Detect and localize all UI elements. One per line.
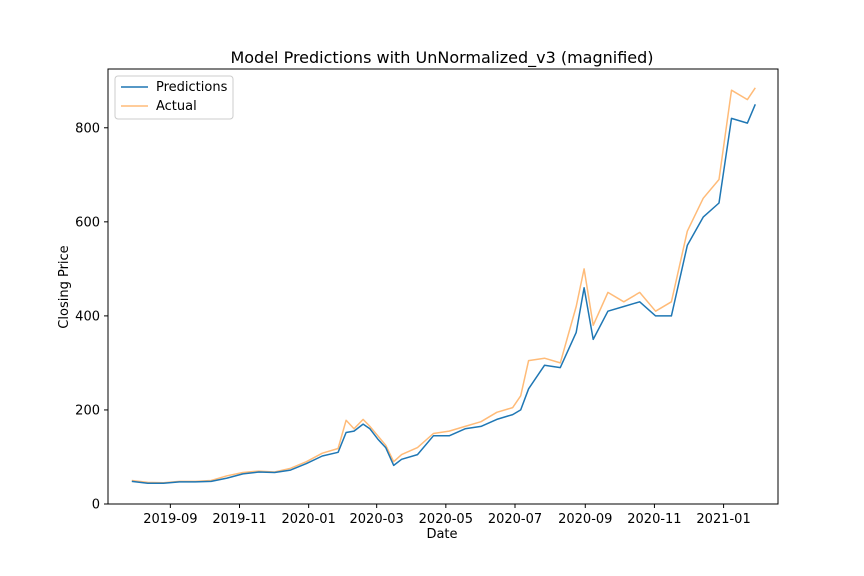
series-line-actual: [131, 87, 756, 484]
x-tick-label: 2020-03: [350, 512, 404, 527]
legend-label-predictions: Predictions: [156, 80, 228, 95]
y-tick-label: 800: [75, 121, 100, 136]
legend-label-actual: Actual: [156, 99, 197, 114]
x-tick-label: 2020-07: [488, 512, 542, 527]
y-tick-label: 600: [75, 215, 100, 230]
x-tick-label: 2020-01: [281, 512, 335, 527]
chart-title: Model Predictions with UnNormalized_v3 (…: [230, 48, 653, 68]
y-axis-label: Closing Price: [57, 245, 72, 328]
x-tick-label: 2020-11: [627, 512, 681, 527]
x-axis: 2019-09 2019-11 2020-01 2020-03 2020-05 2020-…: [143, 504, 751, 527]
y-axis: 0 200 400 600 800: [75, 121, 108, 513]
x-axis-label: Date: [426, 527, 457, 542]
x-tick-label: 2019-11: [212, 512, 266, 527]
y-tick-label: 0: [92, 498, 100, 513]
y-tick-label: 200: [75, 403, 100, 418]
x-tick-label: 2019-09: [143, 512, 197, 527]
series-line-predictions: [131, 104, 756, 485]
x-tick-label: 2021-01: [696, 512, 750, 527]
x-tick-label: 2020-05: [419, 512, 473, 527]
series-lines: [131, 87, 756, 485]
legend: Predictions Actual: [114, 75, 234, 120]
x-tick-label: 2020-09: [558, 512, 612, 527]
y-tick-label: 400: [75, 309, 100, 324]
